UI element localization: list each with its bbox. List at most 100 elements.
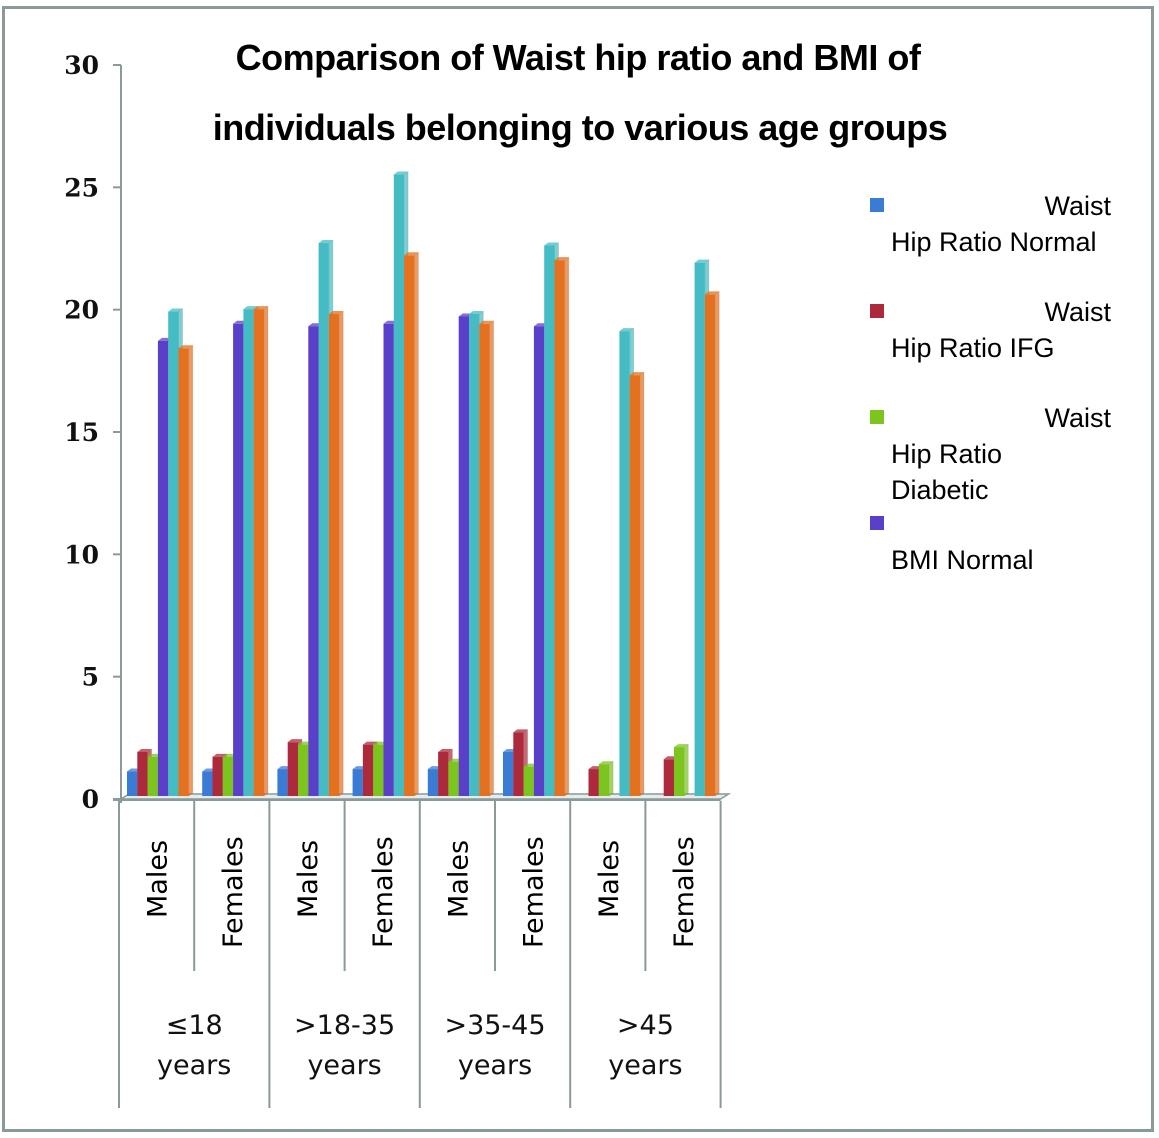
bar-front [598, 764, 610, 796]
bar-side [263, 305, 269, 797]
bar-front [479, 323, 490, 796]
bar-front [674, 747, 685, 796]
bar-front [233, 323, 244, 796]
bar-top [168, 308, 183, 312]
y-tick-label: 30 [64, 51, 99, 80]
legend-item: Waist Hip Ratio Diabetic [870, 403, 1111, 505]
bar-top [243, 306, 258, 310]
x-group-label: ≤18 [166, 1010, 223, 1041]
bar-top [393, 171, 409, 175]
bar-side [188, 344, 194, 797]
x-group-label: >45 [617, 1010, 674, 1041]
bar-top [438, 748, 453, 752]
bar-front [373, 744, 384, 796]
bar-side [714, 290, 720, 797]
bar-front [533, 326, 545, 796]
bar-side [489, 319, 495, 797]
bar-top [212, 753, 227, 757]
bar-front [318, 243, 329, 796]
bar [598, 760, 614, 797]
bar-top [694, 259, 709, 263]
bar-front [308, 326, 319, 796]
chart-title-line-2: individuals belonging to various age gro… [213, 107, 948, 148]
x-group-label: years [608, 1050, 682, 1081]
bar-side [413, 251, 419, 797]
bar [253, 305, 269, 797]
y-tick-label: 20 [64, 296, 99, 325]
bar-front [544, 245, 555, 796]
bar-top [253, 306, 268, 310]
bar [328, 310, 344, 797]
x-category-label: Males [443, 840, 474, 918]
bar-top [619, 328, 634, 332]
bars [127, 170, 720, 797]
x-category-label: Males [594, 840, 625, 918]
bar-top [544, 242, 559, 246]
legend-item: BMI Normal [870, 516, 1034, 575]
bar [404, 251, 419, 797]
y-tick-label: 25 [64, 173, 99, 202]
x-category-label: Females [519, 836, 550, 948]
bar-side [608, 760, 614, 797]
bar-front [287, 742, 298, 796]
bar-front [694, 262, 705, 796]
legend-label: Waist [1045, 297, 1112, 327]
bar-top [328, 311, 344, 315]
bar-front [362, 744, 374, 796]
x-group-label: years [157, 1050, 231, 1081]
chart-title-line-1: Comparison of Waist hip ratio and BMI of [236, 37, 922, 78]
bar-front [513, 732, 524, 796]
bar-front [147, 756, 158, 796]
bar-front [168, 311, 179, 796]
y-axis: 0 5 10 15 20 25 30 [64, 51, 122, 814]
legend-label: Hip Ratio [891, 439, 1002, 469]
bar-front [222, 756, 234, 796]
bar-front [427, 769, 439, 796]
bar [479, 319, 495, 797]
bar [674, 743, 689, 797]
x-category-label: Males [143, 840, 174, 918]
bar-front [523, 766, 534, 796]
bar-top [629, 372, 644, 376]
legend-label: Waist [1045, 191, 1112, 221]
bar-top [554, 257, 569, 261]
legend-label: Hip Ratio IFG [891, 333, 1055, 363]
bar-top [513, 729, 528, 733]
bar-front [704, 294, 716, 796]
bar-front [393, 174, 405, 797]
bar-side [564, 256, 570, 797]
bar-front [629, 375, 640, 796]
bar [629, 371, 645, 797]
bar-top [137, 748, 152, 752]
bar-front [619, 331, 630, 796]
bar-front [178, 348, 189, 796]
bar-top [287, 739, 302, 743]
bar-top [704, 291, 720, 295]
bar-side [683, 743, 689, 797]
bar-front [243, 309, 254, 796]
legend-swatch-icon [870, 516, 884, 530]
legend-label: Diabetic [891, 475, 989, 505]
x-category-label: Females [218, 836, 249, 948]
bar-front [663, 759, 674, 796]
bar-front [328, 314, 340, 796]
legend-swatch-icon [870, 304, 884, 318]
bar-top [318, 240, 333, 244]
x-axis: Males Females Males Females Males Females Male… [118, 801, 722, 1108]
x-group-label: years [307, 1050, 381, 1081]
y-tick-label: 15 [64, 418, 99, 447]
bar-front [554, 260, 565, 796]
chart-floor [113, 793, 732, 801]
bar-top [598, 761, 614, 765]
y-tick-label: 10 [64, 540, 99, 569]
x-category-label: Males [293, 840, 324, 918]
bar-front [352, 769, 363, 796]
y-tick-label: 0 [82, 785, 99, 814]
chart-frame: Comparison of Waist hip ratio and BMI of… [2, 6, 1154, 1132]
x-category-label: Females [669, 836, 700, 948]
bar-side [338, 310, 344, 797]
legend-item: Waist Hip Ratio IFG [870, 297, 1111, 363]
bar-front [277, 769, 288, 796]
bar-front [127, 771, 138, 796]
